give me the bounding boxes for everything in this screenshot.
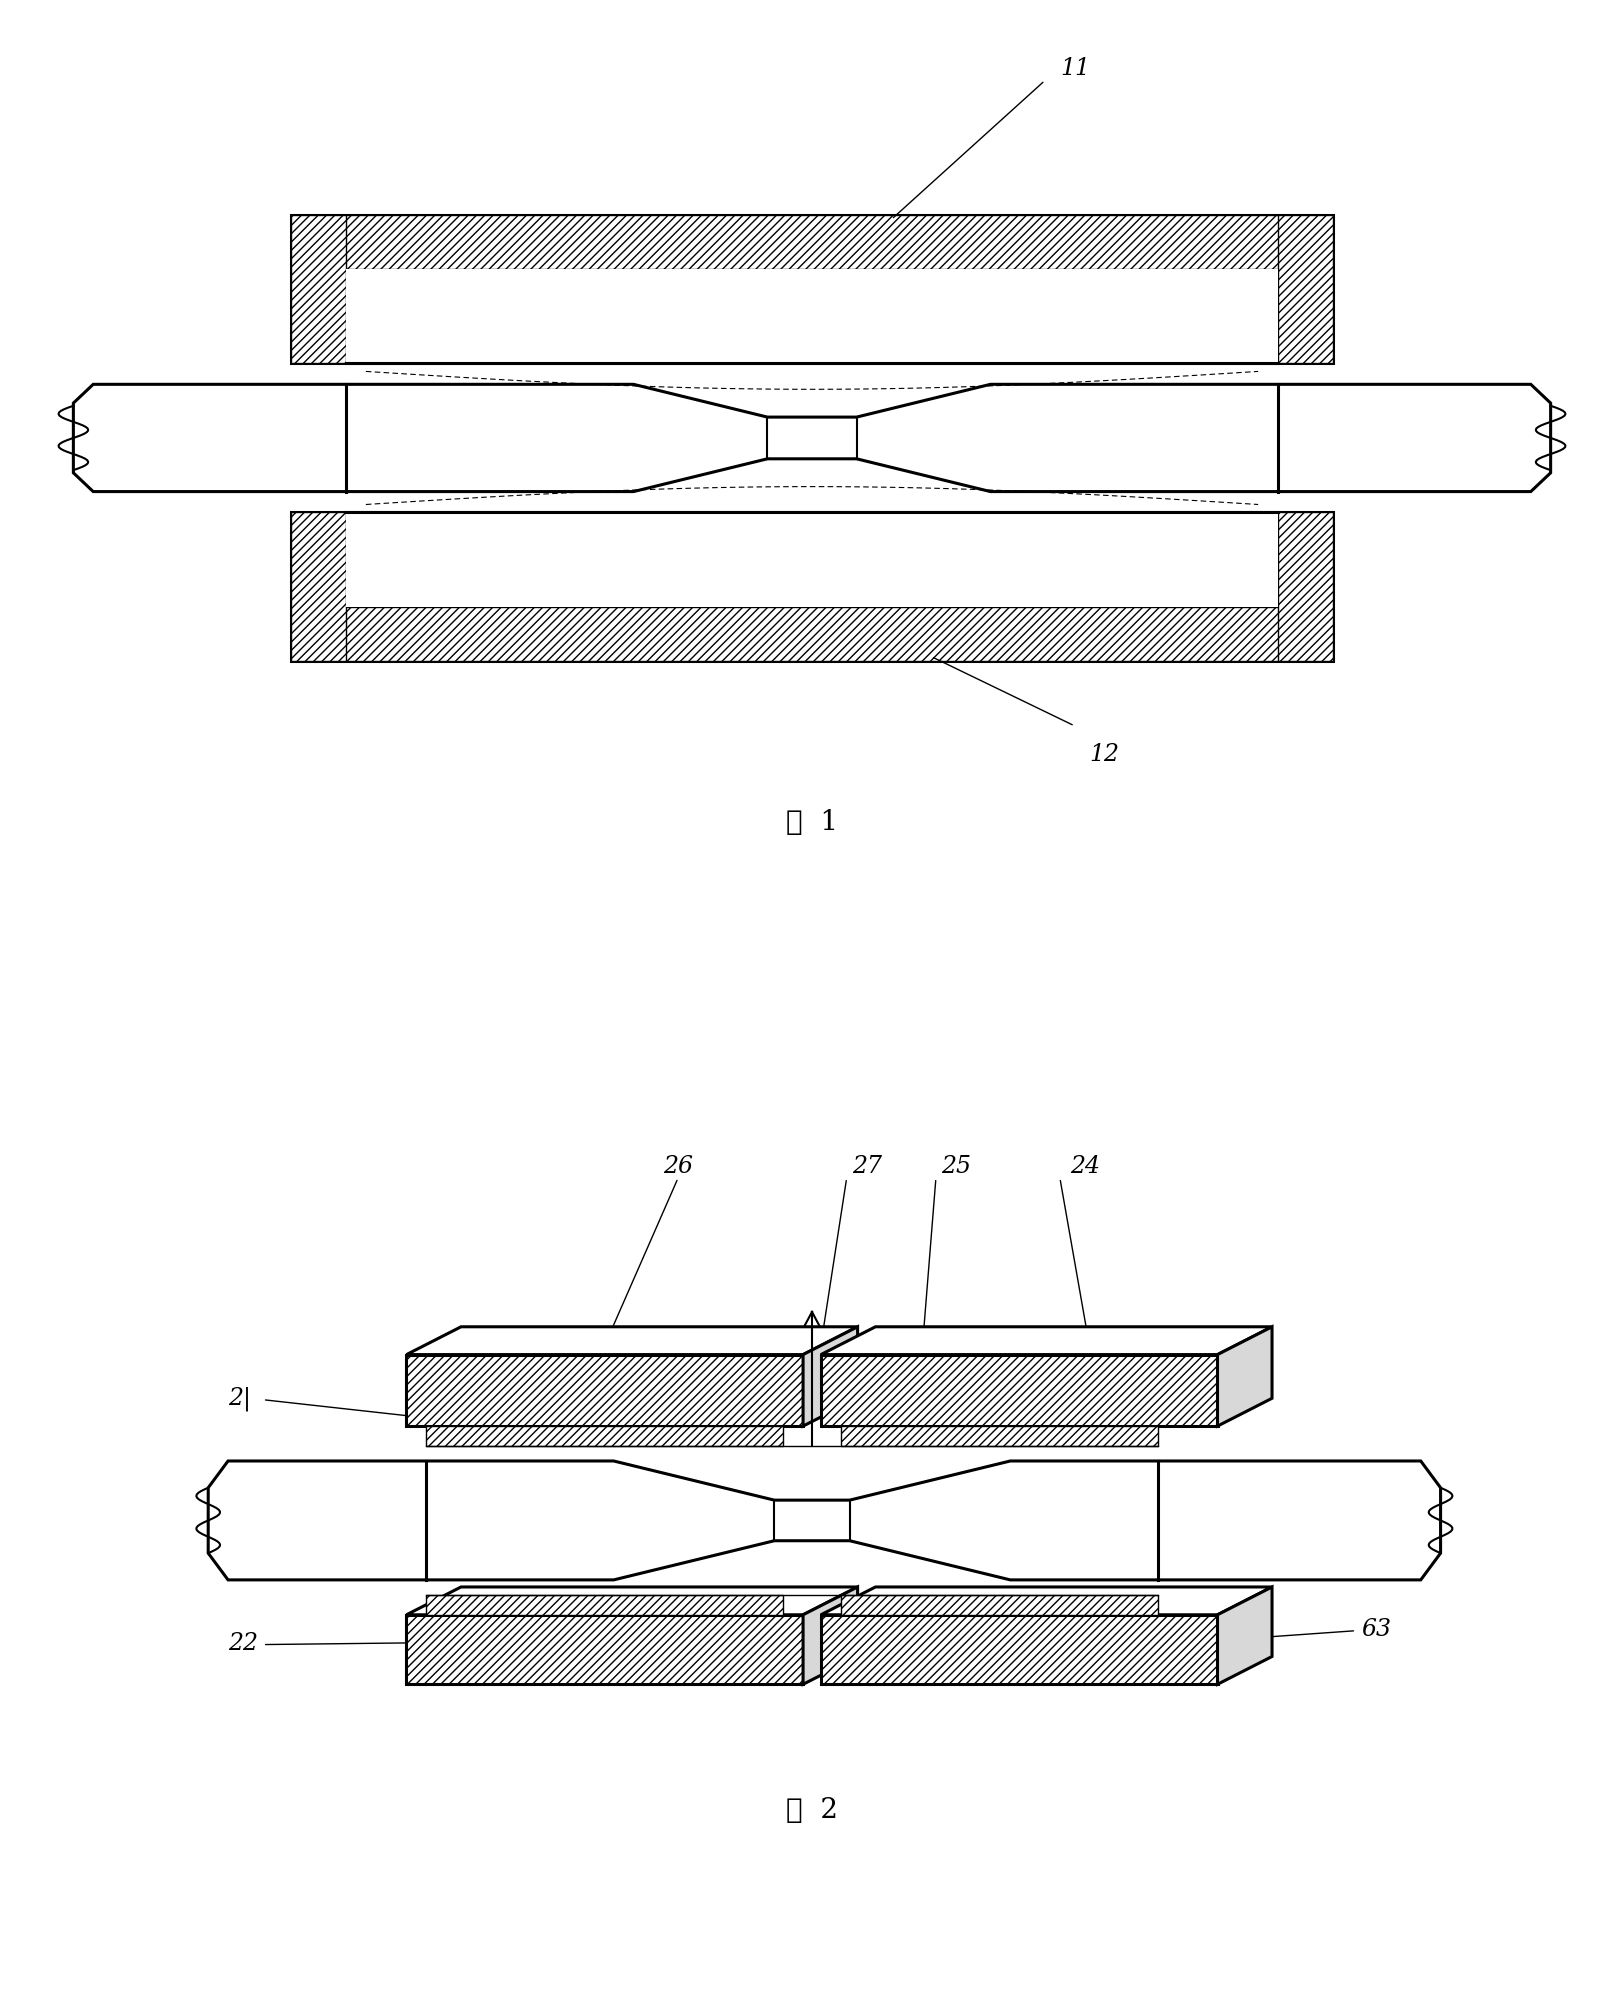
Bar [406,1615,803,1684]
Bar [841,1595,1157,1615]
Polygon shape [406,1327,857,1355]
Bar [346,512,1277,606]
Polygon shape [73,385,1550,491]
Bar [291,512,346,661]
Bar [291,512,1332,661]
Polygon shape [1217,1327,1271,1426]
Polygon shape [1217,1587,1271,1684]
Polygon shape [208,1460,1440,1579]
Polygon shape [406,1587,857,1615]
Text: 27: 27 [850,1154,881,1178]
Text: 图  1: 图 1 [786,810,837,836]
Bar [406,1355,803,1426]
Polygon shape [820,1327,1271,1355]
Text: 24: 24 [1070,1154,1099,1178]
Text: 2|: 2| [227,1386,252,1412]
Bar [346,270,1277,363]
Bar [841,1426,1157,1446]
Bar [427,1595,782,1615]
Bar [427,1426,782,1446]
Polygon shape [803,1587,857,1684]
Bar [820,1615,1217,1684]
Text: 25: 25 [940,1154,971,1178]
Bar [291,606,1332,661]
Text: 图  2: 图 2 [786,1796,837,1825]
Bar [291,215,346,363]
Bar [1277,215,1332,363]
Bar [291,215,1332,270]
Polygon shape [820,1587,1271,1615]
Text: 12: 12 [1089,743,1118,765]
Bar [291,215,1332,363]
Bar [1277,512,1332,661]
Polygon shape [803,1327,857,1426]
Text: 63: 63 [1360,1617,1391,1641]
Text: 11: 11 [1060,58,1089,81]
Bar [820,1355,1217,1426]
Text: 22: 22 [227,1631,258,1656]
Text: 26: 26 [662,1154,693,1178]
